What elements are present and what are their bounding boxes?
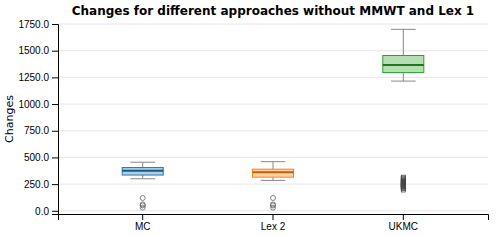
outlier bbox=[401, 176, 405, 180]
y-tick-label: 750.0 bbox=[24, 125, 49, 136]
y-tick-label: 1250.0 bbox=[18, 72, 49, 83]
y-axis: 0.0 250.0 500.0 750.0 1000.0 1250.0 1500.0 1750… bbox=[18, 19, 58, 217]
whisker-cap-high bbox=[391, 29, 416, 30]
x-axis-line bbox=[59, 215, 489, 221]
y-tick-label: 0.0 bbox=[35, 205, 49, 216]
box bbox=[252, 169, 293, 177]
y-tick-label: 250.0 bbox=[24, 179, 49, 190]
x-tick: MC bbox=[135, 214, 151, 232]
whisker-low bbox=[142, 175, 143, 179]
y-tick-mark bbox=[52, 157, 58, 158]
y-tick-label: 1500.0 bbox=[18, 45, 49, 56]
whisker-high bbox=[403, 29, 404, 55]
y-tick-mark bbox=[52, 77, 58, 78]
grid bbox=[58, 24, 488, 211]
title: Changes for different approaches without… bbox=[72, 4, 474, 18]
grid-line bbox=[58, 50, 488, 51]
x-tick-mark bbox=[403, 214, 404, 220]
x-tick-mark bbox=[273, 214, 274, 220]
whisker-cap-high bbox=[130, 162, 155, 163]
whisker-low bbox=[403, 73, 404, 82]
box bbox=[122, 168, 163, 175]
x-tick: UKMC bbox=[389, 214, 418, 232]
chart: 0.0 250.0 500.0 750.0 1000.0 1250.0 1500.0 1750… bbox=[0, 0, 500, 236]
grid-line bbox=[58, 104, 488, 105]
y-tick-label: 500.0 bbox=[24, 152, 49, 163]
outlier bbox=[271, 202, 276, 207]
y-tick: 250.0 bbox=[24, 179, 58, 190]
y-axis-title: Changes bbox=[3, 95, 16, 143]
outlier bbox=[401, 175, 405, 179]
y-tick-mark bbox=[52, 104, 58, 105]
grid-line bbox=[58, 77, 488, 78]
outlier bbox=[140, 195, 145, 200]
whisker-high bbox=[273, 162, 274, 169]
y-tick-label: 1000.0 bbox=[18, 99, 49, 110]
outlier bbox=[140, 202, 145, 207]
whisker-cap-low bbox=[130, 178, 155, 179]
y-axis-line bbox=[52, 25, 59, 215]
y-tick-label: 1750.0 bbox=[18, 19, 49, 30]
whisker-cap-low bbox=[261, 180, 286, 181]
whisker-cap-high bbox=[261, 161, 286, 162]
x-tick-label: MC bbox=[135, 221, 151, 232]
y-tick: 1250.0 bbox=[18, 72, 58, 83]
median bbox=[383, 64, 424, 66]
whisker-high bbox=[142, 162, 143, 167]
y-tick: 1750.0 bbox=[18, 19, 58, 30]
y-tick-mark bbox=[52, 51, 58, 52]
outlier bbox=[271, 195, 276, 200]
marks bbox=[122, 29, 424, 210]
box bbox=[383, 55, 424, 72]
whisker-cap-low bbox=[391, 81, 416, 82]
y-tick-mark bbox=[52, 211, 58, 212]
grid-line bbox=[58, 157, 488, 158]
x-axis: MC Lex 2 UKMC bbox=[59, 214, 489, 232]
y-tick: 500.0 bbox=[24, 152, 58, 163]
y-tick-mark bbox=[52, 184, 58, 185]
x-tick-label: Lex 2 bbox=[261, 221, 286, 232]
grid-line bbox=[58, 24, 488, 25]
y-tick: 1500.0 bbox=[18, 45, 58, 56]
y-tick-mark bbox=[52, 24, 58, 25]
box-plot bbox=[383, 29, 424, 192]
grid-line bbox=[58, 184, 488, 185]
x-tick-label: UKMC bbox=[389, 221, 418, 232]
x-tick-mark bbox=[142, 214, 143, 220]
y-tick: 1000.0 bbox=[18, 99, 58, 110]
median bbox=[252, 171, 293, 173]
median bbox=[122, 170, 163, 172]
box-plot bbox=[122, 162, 163, 210]
grid-line bbox=[58, 130, 488, 131]
box-plot bbox=[252, 162, 293, 210]
plot: 0.0 250.0 500.0 750.0 1000.0 1250.0 1500.0 1750… bbox=[18, 19, 488, 232]
y-tick: 0.0 bbox=[35, 205, 58, 216]
y-tick-mark bbox=[52, 131, 58, 132]
x-tick: Lex 2 bbox=[261, 214, 286, 232]
y-tick: 750.0 bbox=[24, 125, 58, 136]
